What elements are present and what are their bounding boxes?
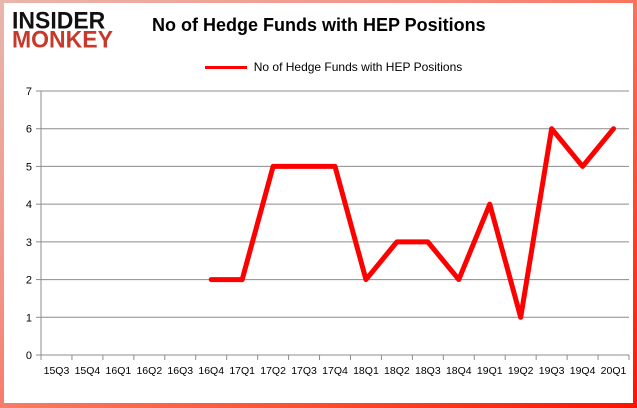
logo-line-insider: INSIDER [12, 6, 106, 34]
x-tick-label: 17Q3 [291, 365, 317, 377]
x-tick-label: 18Q3 [415, 365, 441, 377]
y-tick-label: 3 [26, 237, 32, 249]
chart-card: INSIDER MONKEY No of Hedge Funds with HE… [4, 3, 633, 403]
y-tick-label: 2 [26, 275, 32, 287]
x-tick-label: 16Q1 [106, 365, 132, 377]
x-tick-label: 16Q3 [167, 365, 193, 377]
x-tick-label: 17Q4 [322, 365, 348, 377]
x-tick-label: 18Q1 [353, 365, 379, 377]
x-tick-label: 17Q1 [229, 365, 255, 377]
x-tick-label: 20Q1 [601, 365, 627, 377]
y-tick-label: 4 [26, 199, 32, 211]
x-tick-label: 17Q2 [260, 365, 286, 377]
logo-line-monkey: MONKEY [12, 25, 113, 53]
x-tick-label: 18Q4 [446, 365, 472, 377]
insider-monkey-logo: INSIDER MONKEY [12, 6, 142, 53]
x-tick-label: 18Q2 [384, 365, 410, 377]
x-tick-label: 19Q2 [508, 365, 534, 377]
positions-line-chart: 0 1 2 3 4 5 6 7 15Q3 15Q4 16Q1 16Q2 16Q3 16Q4 17Q1 17Q2… [26, 86, 630, 377]
legend-line-swatch [204, 65, 247, 69]
x-tick-label: 19Q1 [477, 365, 503, 377]
x-tick-label: 19Q4 [570, 365, 596, 377]
y-tick-label: 7 [26, 86, 32, 98]
x-tick-label: 15Q3 [44, 365, 70, 377]
y-tick-label: 5 [26, 161, 32, 173]
series-line [208, 126, 617, 320]
legend-label: No of Hedge Funds with HEP Positions [253, 60, 463, 74]
x-tick-label: 16Q4 [198, 365, 224, 377]
y-tick-label: 0 [26, 350, 32, 362]
x-tick-label: 16Q2 [136, 365, 162, 377]
x-tick-label: 15Q4 [75, 365, 101, 377]
legend: No of Hedge Funds with HEP Positions [4, 60, 633, 74]
y-tick-label: 1 [26, 312, 32, 324]
x-tick-label: 19Q3 [539, 365, 565, 377]
page-title: No of Hedge Funds with HEP Positions [152, 15, 486, 35]
y-tick-label: 6 [26, 124, 32, 136]
